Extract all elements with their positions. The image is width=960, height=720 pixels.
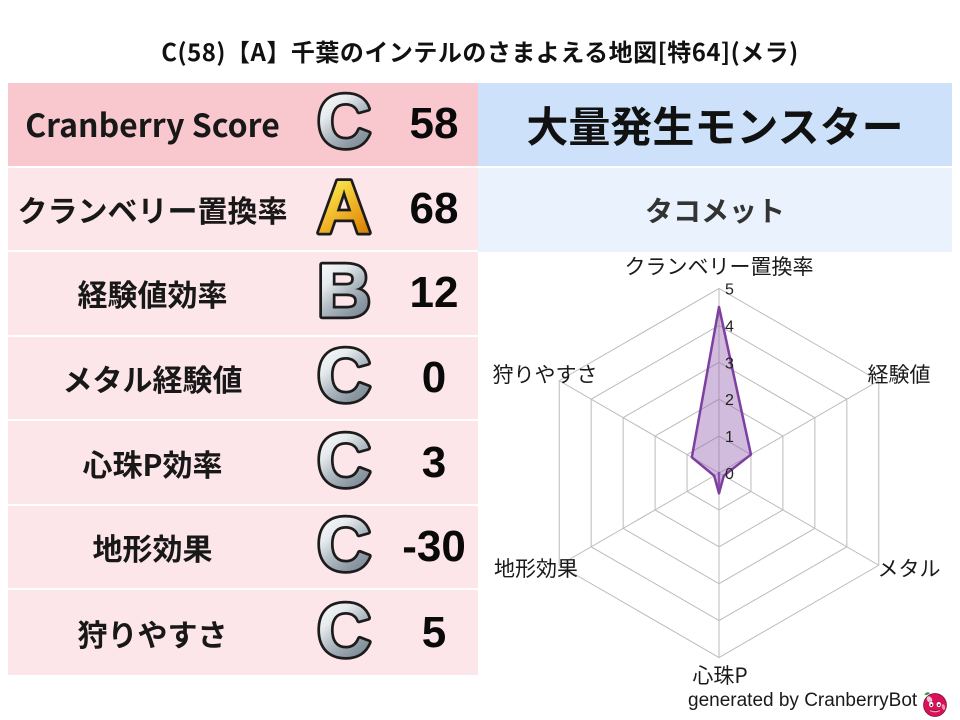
svg-text:3: 3 — [725, 355, 734, 372]
svg-text:5: 5 — [725, 282, 734, 299]
svg-text:4: 4 — [725, 318, 734, 335]
svg-text:0: 0 — [725, 466, 734, 483]
svg-text:2: 2 — [725, 392, 734, 409]
svg-text:1: 1 — [725, 429, 734, 446]
